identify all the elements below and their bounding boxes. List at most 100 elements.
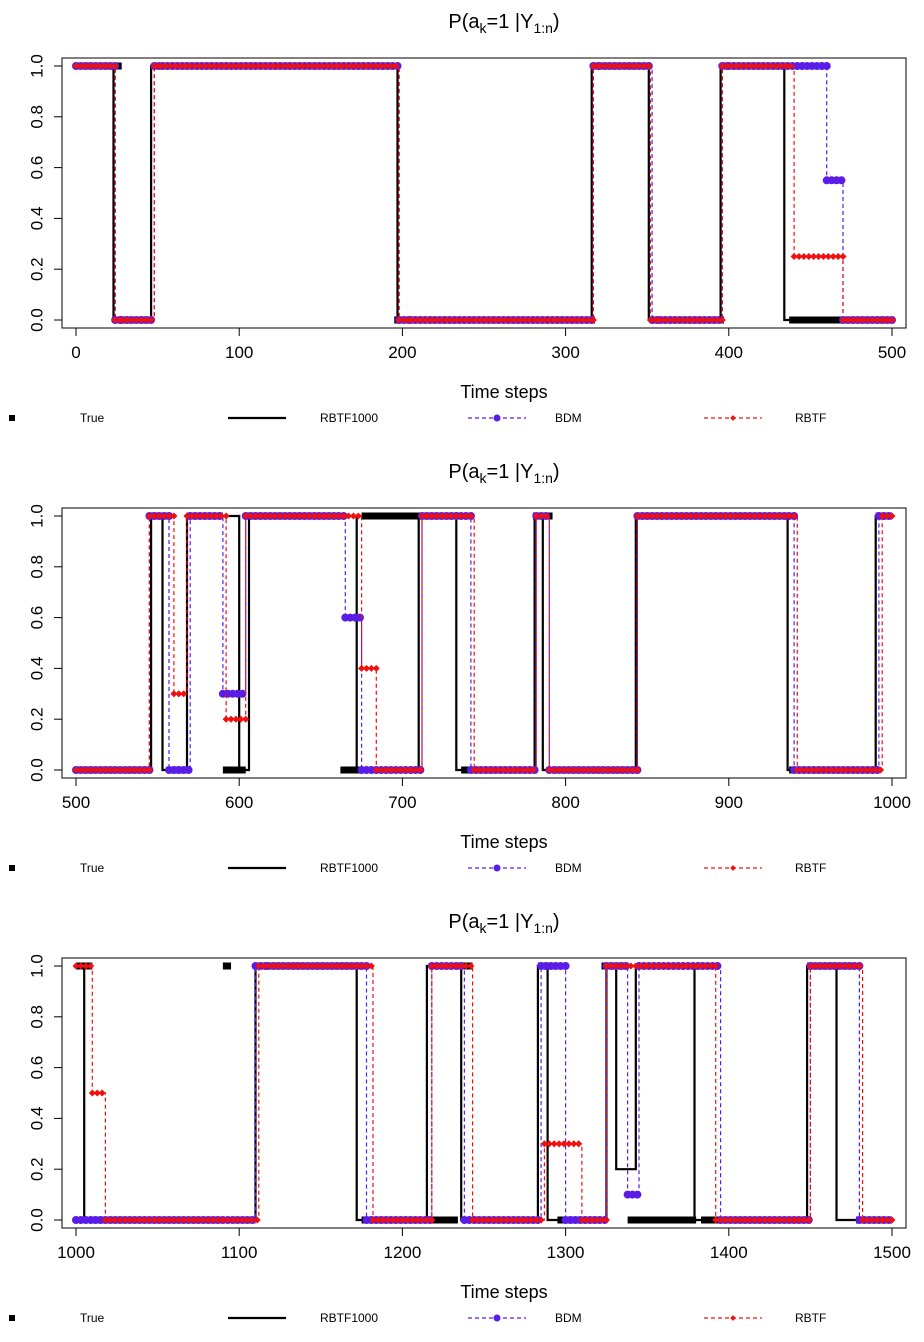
rbtf-point (279, 962, 287, 970)
rbtf-point (770, 512, 779, 520)
title-subscript: k (480, 20, 488, 36)
rbtf-point (545, 766, 553, 774)
rbtf-point (289, 62, 297, 70)
rbtf-point (216, 62, 224, 70)
rbtf-point (377, 766, 385, 774)
rbtf-point (594, 766, 602, 774)
rbtf-point (340, 512, 348, 520)
rbtf-point (601, 62, 609, 70)
legend-true-symbol (9, 415, 15, 421)
rbtf-point (604, 766, 612, 774)
rbtf-point (423, 316, 431, 324)
rbtf-point (428, 316, 436, 324)
rbtf-point (793, 766, 801, 774)
rbtf-point (854, 316, 862, 324)
rbtf-point (504, 766, 513, 774)
rbtf-point (537, 512, 545, 520)
rbtf-point (266, 512, 274, 520)
rbtf-point (413, 316, 421, 324)
rbtf-point (392, 766, 400, 774)
rbtf-point (358, 962, 366, 970)
rbtf-point (269, 962, 278, 970)
rbtf-point (372, 664, 380, 672)
rbtf-point (472, 316, 480, 324)
rbtf-point (314, 62, 322, 70)
y-tick-label: 1.0 (27, 54, 46, 78)
rbtf-point (555, 766, 563, 774)
rbtf-point (175, 690, 183, 698)
title-text: ) (553, 11, 560, 33)
rbtf-point (418, 316, 426, 324)
rbtf-point (428, 962, 436, 970)
rbtf-point (836, 962, 844, 970)
rbtf-point (682, 512, 690, 520)
rbtf-point (237, 715, 245, 723)
rbtf-point (256, 512, 264, 520)
rbtf-point (677, 512, 686, 520)
rbtf-point (648, 512, 656, 520)
rbtf-point (643, 962, 651, 970)
legend-label: RBTF (795, 861, 826, 875)
rbtf-point (684, 316, 692, 324)
legend-label: BDM (555, 861, 582, 875)
rbtf-point (343, 62, 351, 70)
rbtf-point (599, 766, 607, 774)
legend-label: RBTF1000 (320, 1311, 378, 1325)
rbtf-point (300, 512, 309, 520)
rbtf-point (756, 512, 764, 520)
rbtf-point (309, 62, 317, 70)
title-text: P(a (448, 911, 480, 933)
rbtf-point (181, 62, 189, 70)
y-tick-label: 1.0 (27, 504, 46, 528)
rbtf-point (607, 962, 615, 970)
rbtf-point (180, 690, 188, 698)
rbtf-point (111, 766, 119, 774)
rbtf-point (188, 512, 196, 520)
rbtf-point (834, 252, 842, 261)
series-rbtf1000 (76, 514, 892, 772)
rbtf-point (839, 316, 847, 324)
rbtf-point (821, 962, 829, 970)
rbtf-point (486, 316, 495, 324)
rbtf-line (76, 515, 892, 771)
rbtf-point (673, 962, 681, 970)
rbtf-point (111, 316, 119, 324)
rbtf-point (824, 252, 832, 261)
x-tick-label: 500 (62, 793, 90, 812)
rbtf-point (353, 62, 361, 70)
rbtf-point (722, 512, 730, 520)
rbtf-point (411, 766, 419, 774)
x-tick-label: 300 (551, 343, 579, 362)
rbtf-point (738, 62, 746, 70)
legend-rbtf-symbol (730, 1315, 736, 1321)
rbtf-point (757, 62, 765, 70)
rbtf-point (677, 962, 686, 970)
rbtf-point (72, 962, 80, 970)
y-tick-label: 0.2 (27, 707, 46, 731)
rbtf-point (442, 962, 450, 970)
rbtf-point (348, 962, 356, 970)
plot-frame (61, 507, 907, 779)
rbtf-point (212, 512, 220, 520)
y-tick-label: 0.4 (27, 1107, 46, 1131)
rbtf-point (294, 962, 302, 970)
rbtf-point (702, 512, 710, 520)
rbtf-point (250, 62, 258, 70)
rbtf-point (150, 512, 158, 520)
rbtf-point (333, 62, 341, 70)
rbtf-point (501, 316, 509, 324)
rbtf-point (462, 962, 470, 970)
title-subscript: 1:n (533, 20, 552, 36)
rbtf-point (72, 766, 80, 774)
rbtf-point (170, 512, 178, 520)
rbtf-point (433, 962, 441, 970)
rbtf-point (580, 766, 588, 774)
rbtf-point (491, 316, 499, 324)
title-text: ) (553, 911, 560, 933)
rbtf-point (509, 766, 517, 774)
rbtf-point (697, 512, 705, 520)
y-tick-label: 0.6 (27, 606, 46, 630)
rbtf-point (362, 62, 371, 70)
rbtf-point (785, 512, 793, 520)
